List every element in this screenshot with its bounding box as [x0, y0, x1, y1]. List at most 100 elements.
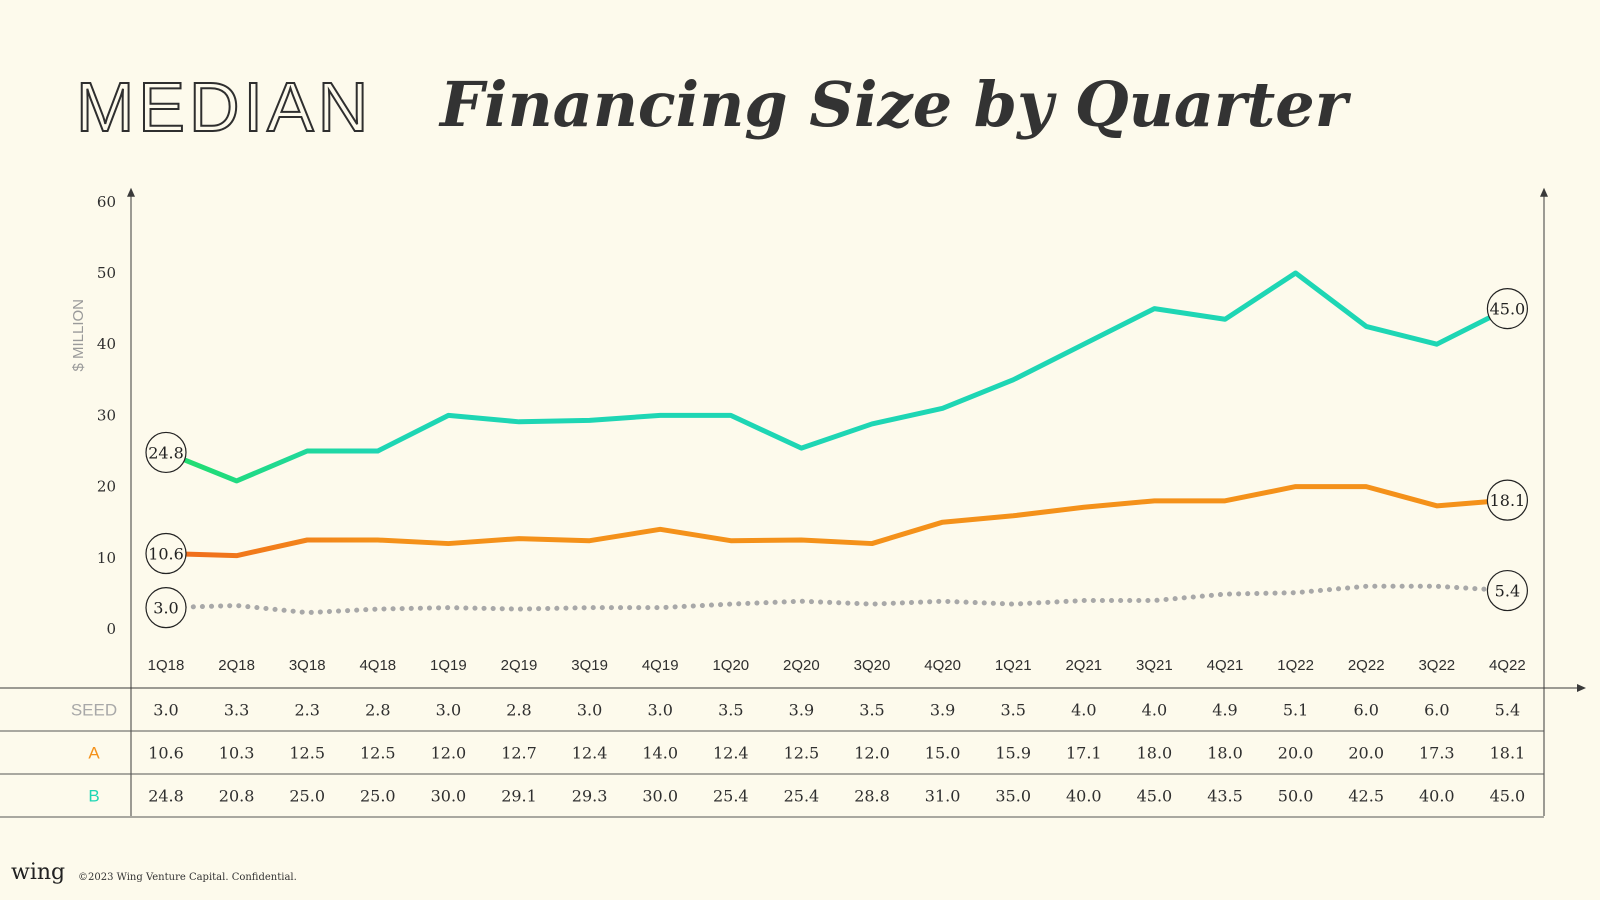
x-tick-label: 3Q21 [1136, 657, 1173, 674]
table-cell: 3.9 [930, 701, 955, 720]
y-tick-label: 20 [97, 478, 116, 496]
table-cell: 17.3 [1419, 744, 1455, 763]
data-point-seed [305, 611, 309, 615]
table-cell: 12.0 [854, 744, 890, 763]
table-cell: 2.8 [365, 701, 390, 720]
x-tick-label: 1Q19 [430, 657, 467, 674]
start-label-seed: 3.0 [153, 599, 178, 618]
data-point-seed [1011, 602, 1015, 606]
table-cell: 43.5 [1207, 787, 1243, 806]
chart-title: Financing Size by Quarter [440, 68, 1348, 141]
table-cell: 29.3 [572, 787, 608, 806]
table-cell: 15.9 [995, 744, 1031, 763]
y-tick-label: 50 [97, 264, 116, 282]
table-cell: 15.0 [925, 744, 961, 763]
table-cell: 4.0 [1142, 701, 1167, 720]
table-cell: 18.1 [1490, 744, 1526, 763]
y-tick-label: 10 [97, 549, 116, 567]
data-point-seed [1152, 599, 1156, 603]
table-cell: 45.0 [1137, 787, 1173, 806]
end-label-b: 45.0 [1490, 300, 1526, 319]
x-tick-label: 3Q18 [289, 657, 326, 674]
y-axis-label: $ MILLION [70, 299, 87, 372]
table-cell: 14.0 [642, 744, 678, 763]
table-cell: 31.0 [925, 787, 961, 806]
x-tick-label: 2Q19 [501, 657, 538, 674]
table-cell: 45.0 [1490, 787, 1526, 806]
table-cell: 12.5 [360, 744, 396, 763]
table-cell: 25.0 [289, 787, 325, 806]
data-point-seed [658, 606, 662, 610]
series-line-b [163, 270, 1510, 484]
table-cell: 3.5 [718, 701, 743, 720]
wing-logo: wing [11, 860, 66, 885]
data-point-seed [376, 607, 380, 611]
table-cell: 2.8 [506, 701, 531, 720]
title-median: MEDIAN [75, 68, 373, 146]
x-tick-label: 4Q18 [359, 657, 396, 674]
end-label-a: 18.1 [1490, 491, 1526, 510]
x-tick-label: 2Q22 [1348, 657, 1385, 674]
end-label-seed: 5.4 [1495, 582, 1520, 601]
table-row-label: SEED [71, 701, 117, 720]
table-cell: 12.0 [431, 744, 467, 763]
table-cell: 12.5 [289, 744, 325, 763]
table-cell: 10.3 [219, 744, 255, 763]
table-cell: 3.0 [577, 701, 602, 720]
start-marker-seed [145, 587, 187, 629]
table-cell: 40.0 [1419, 787, 1455, 806]
x-tick-label: 2Q18 [218, 657, 255, 674]
footer-copyright: ©2023 Wing Venture Capital. Confidential… [78, 872, 297, 883]
x-tick-label: 1Q20 [712, 657, 749, 674]
table-cell: 12.7 [501, 744, 537, 763]
table-cell: 20.0 [1278, 744, 1314, 763]
y-tick-label: 60 [97, 193, 116, 211]
data-point-seed [235, 604, 239, 608]
y-tick-label: 30 [97, 406, 116, 424]
table-row-label: B [88, 787, 99, 806]
end-marker-b [1486, 288, 1529, 330]
x-tick-label: 4Q21 [1207, 657, 1244, 674]
x-tick-label: 3Q22 [1418, 657, 1455, 674]
data-point-seed [517, 607, 521, 611]
x-tick-label: 1Q18 [148, 657, 185, 674]
start-marker-a [145, 532, 187, 575]
table-cell: 10.6 [148, 744, 184, 763]
table-cell: 28.8 [854, 787, 890, 806]
x-tick-label: 1Q21 [995, 657, 1032, 674]
x-tick-label: 3Q20 [854, 657, 891, 674]
table-cell: 20.0 [1348, 744, 1384, 763]
table-cell: 3.3 [224, 701, 249, 720]
data-point-seed [1223, 592, 1227, 596]
table-cell: 40.0 [1066, 787, 1102, 806]
table-cell: 3.0 [436, 701, 461, 720]
series-line-seed [163, 583, 1510, 616]
table-cell: 3.9 [789, 701, 814, 720]
table-cell: 12.5 [784, 744, 820, 763]
table-cell: 4.0 [1071, 701, 1096, 720]
y-tick-label: 0 [106, 620, 116, 638]
table-cell: 17.1 [1066, 744, 1102, 763]
table-cell: 24.8 [148, 787, 184, 806]
start-label-a: 10.6 [148, 545, 184, 564]
table-cell: 5.1 [1283, 701, 1308, 720]
table-cell: 4.9 [1212, 701, 1237, 720]
x-tick-label: 4Q19 [642, 657, 679, 674]
y-tick-label: 40 [97, 335, 116, 353]
end-marker-a [1486, 479, 1529, 521]
x-tick-label: 1Q22 [1277, 657, 1314, 674]
x-tick-label: 4Q20 [924, 657, 961, 674]
table-cell: 25.4 [713, 787, 749, 806]
table-row-label: A [88, 744, 100, 763]
table-cell: 25.4 [784, 787, 820, 806]
table-cell: 25.0 [360, 787, 396, 806]
table-cell: 30.0 [642, 787, 678, 806]
data-point-seed [446, 606, 450, 610]
table-cell: 29.1 [501, 787, 537, 806]
table-cell: 30.0 [431, 787, 467, 806]
data-point-seed [729, 602, 733, 606]
table-cell: 18.0 [1207, 744, 1243, 763]
end-marker-seed [1486, 569, 1529, 612]
table-cell: 12.4 [713, 744, 749, 763]
